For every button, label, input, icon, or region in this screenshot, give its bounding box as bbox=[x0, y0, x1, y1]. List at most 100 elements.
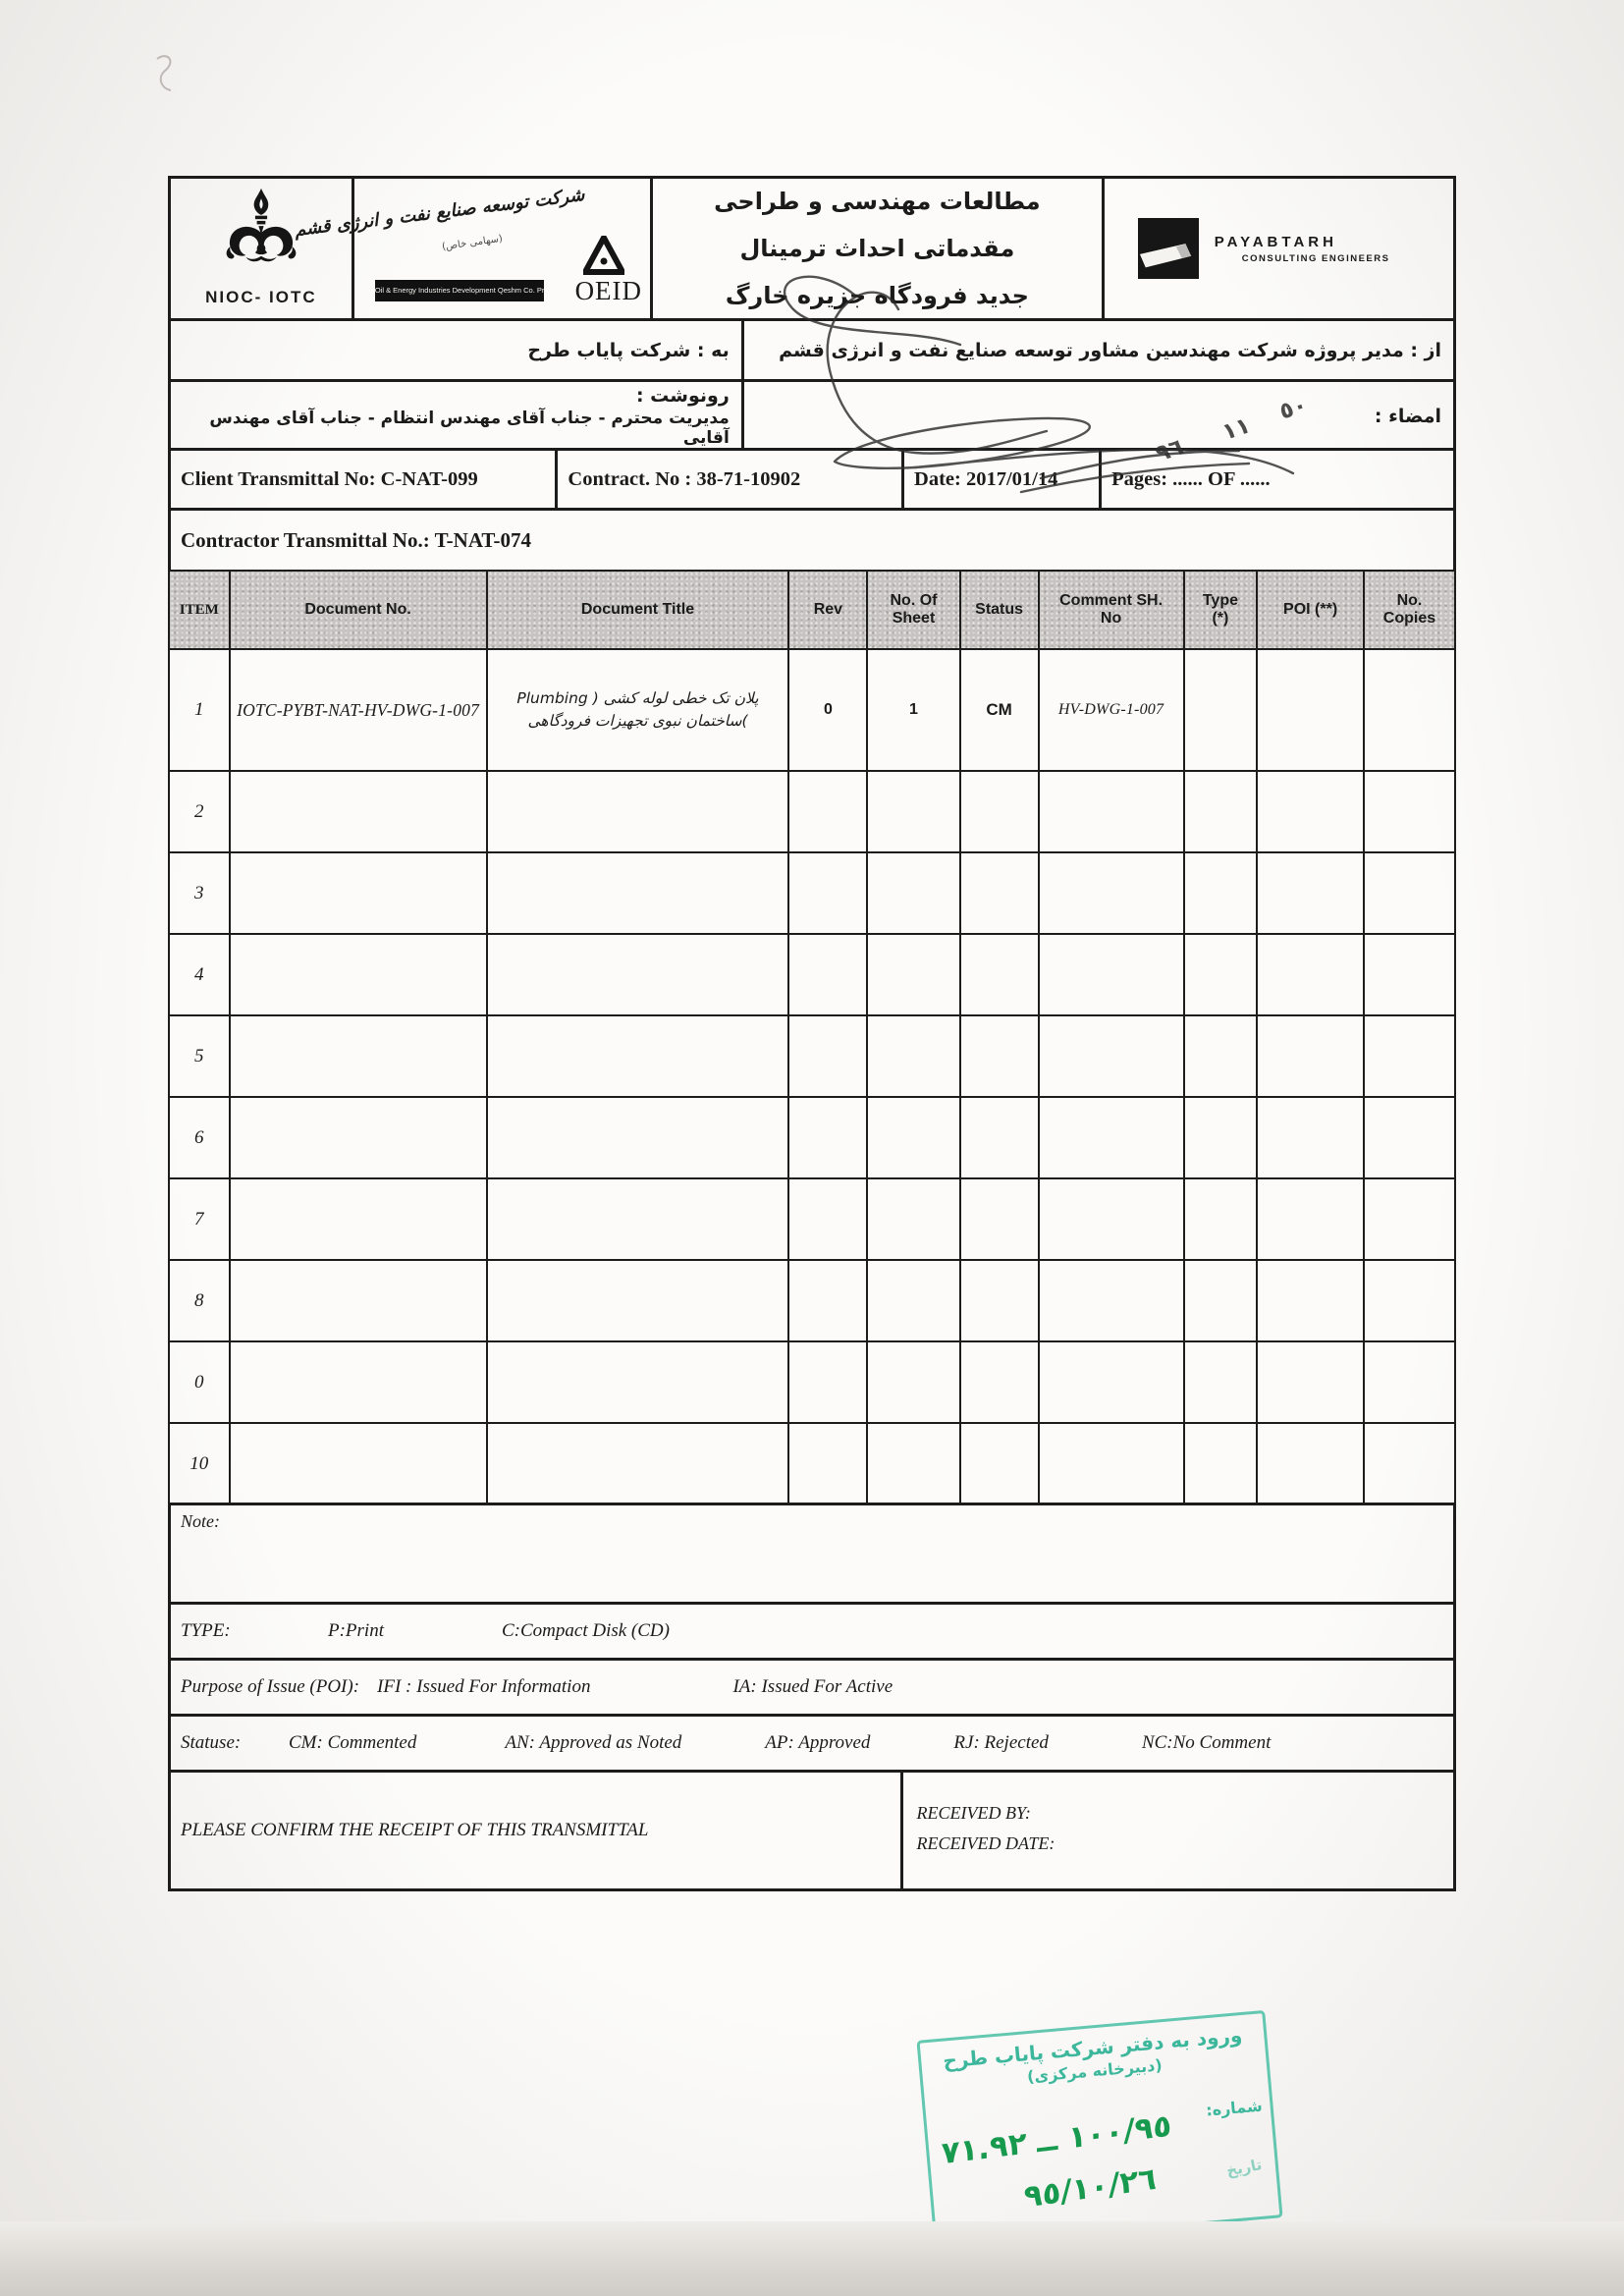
table-row: 5 bbox=[168, 1014, 1457, 1098]
payabtarh-logo-icon bbox=[1137, 218, 1199, 279]
from-sign-box: از : مدیر پروژه شرکت مهندسین مشاور توسعه… bbox=[743, 321, 1453, 451]
nioc-logo-cell: NIOC- IOTC bbox=[171, 179, 354, 318]
nioc-label: NIOC- IOTC bbox=[205, 288, 317, 306]
table-row: 4 bbox=[168, 933, 1457, 1016]
poi-ia: IA: Issued For Active bbox=[732, 1676, 893, 1697]
type-cd: C:Compact Disk (CD) bbox=[502, 1620, 670, 1641]
cell-doc-no: IOTC-PYBT-NAT-HV-DWG-1-007 bbox=[237, 699, 480, 720]
oeid-cell: شرکت توسعه صنایع نفت و انرژی قشم (سهامی … bbox=[294, 179, 654, 318]
date-field: Date: 2017/01/14 bbox=[904, 451, 1103, 508]
documents-table: ITEM Document No. Document Title Rev No.… bbox=[168, 570, 1457, 1505]
received-by-label: RECEIVED BY: bbox=[916, 1803, 1031, 1823]
nioc-torch-icon bbox=[226, 188, 297, 262]
payabtarh-wordmark: PAYABTARH CONSULTING ENGINEERS bbox=[1215, 234, 1390, 264]
table-header-row: ITEM Document No. Document Title Rev No.… bbox=[168, 570, 1457, 650]
status-cm: CM: Commented bbox=[289, 1732, 417, 1753]
confirm-row: PLEASE CONFIRM THE RECEIPT OF THIS TRANS… bbox=[168, 1770, 1456, 1891]
payabtarh-name: PAYABTARH bbox=[1214, 233, 1337, 250]
transmittal-form: NIOC- IOTC شرکت توسعه صنایع نفت و انرژی … bbox=[168, 176, 1457, 1891]
status-an: AN: Approved as Noted bbox=[505, 1732, 682, 1753]
from-row: از : مدیر پروژه شرکت مهندسین مشاور توسعه… bbox=[743, 321, 1453, 382]
col-rev: Rev bbox=[787, 570, 869, 650]
header-row: NIOC- IOTC شرکت توسعه صنایع نفت و انرژی … bbox=[168, 176, 1456, 321]
received-box: RECEIVED BY: RECEIVED DATE: bbox=[903, 1773, 1453, 1888]
cell-doc-title: پلان تک خطی لوله کشی ( Plumbing )ساختمان… bbox=[485, 648, 790, 772]
col-status: Status bbox=[958, 570, 1040, 650]
stamp-handwritten-date: ٩٥/١٠/٢٦ bbox=[1023, 2160, 1158, 2215]
stamp-date-label: تاریخ bbox=[1224, 2156, 1264, 2180]
cell-comment: HV-DWG-1-007 bbox=[1057, 701, 1164, 718]
poi-legend-row: Purpose of Issue (POI): IFI : Issued For… bbox=[168, 1658, 1456, 1717]
cell-item: 1 bbox=[168, 648, 231, 772]
col-item: ITEM bbox=[168, 570, 231, 650]
pages-field: Pages: ...... OF ...... bbox=[1111, 467, 1271, 490]
col-doc-no: Document No. bbox=[228, 570, 488, 650]
table-row: 8 bbox=[168, 1259, 1457, 1342]
col-sheets: No. Of Sheet bbox=[866, 570, 961, 650]
col-comment: Comment SH. No bbox=[1037, 570, 1185, 650]
transmittal-row: Client Transmittal No: C-NAT-099 Contrac… bbox=[168, 448, 1456, 511]
cc-names: مدیریت محترم - جناب آقای مهندس انتظام - … bbox=[209, 409, 730, 448]
table-row: 3 bbox=[168, 851, 1457, 935]
confirm-message: PLEASE CONFIRM THE RECEIPT OF THIS TRANS… bbox=[171, 1773, 903, 1888]
poi-ifi: IFI : Issued For Information bbox=[377, 1676, 591, 1697]
cell-type bbox=[1182, 648, 1259, 772]
from-label: از : مدیر پروژه شرکت مهندسین مشاور توسعه… bbox=[779, 339, 1441, 361]
project-title: مطالعات مهندسی و طراحی مقدماتی احداث ترم… bbox=[653, 178, 1102, 319]
table-row: 7 bbox=[168, 1177, 1457, 1261]
type-print: P:Print bbox=[328, 1620, 384, 1641]
to-cc-box: به : شرکت پایاب طرح رونوشت : مدیریت محتر… bbox=[171, 321, 744, 451]
cell-status: CM bbox=[958, 648, 1040, 772]
col-type: Type (*) bbox=[1182, 570, 1259, 650]
project-title-cell: مطالعات مهندسی و طراحی مقدماتی احداث ترم… bbox=[653, 179, 1105, 318]
doc-title-line1: پلان تک خطی لوله کشی ( Plumbing bbox=[516, 688, 759, 707]
cc-label: رونوشت : bbox=[635, 385, 730, 407]
col-poi: POI (**) bbox=[1256, 570, 1365, 650]
stamp-number-label: شماره: bbox=[1205, 2096, 1264, 2120]
status-legend-row: Statuse: CM: Commented AN: Approved as N… bbox=[168, 1714, 1456, 1773]
table-row: 0 bbox=[168, 1340, 1457, 1424]
type-legend-row: TYPE: P:Print C:Compact Disk (CD) bbox=[168, 1602, 1456, 1661]
project-title-line1: مطالعات مهندسی و طراحی مقدماتی احداث ترم… bbox=[714, 188, 1041, 262]
col-doc-title: Document Title bbox=[485, 570, 790, 650]
cell-copies bbox=[1362, 648, 1457, 772]
client-transmittal-no: Client Transmittal No: C-NAT-099 bbox=[171, 451, 559, 508]
cell-rev: 0 bbox=[787, 648, 869, 772]
contract-no: Contract. No : 38-71-10902 bbox=[558, 451, 905, 508]
payabtarh-subtitle: CONSULTING ENGINEERS bbox=[1241, 252, 1390, 264]
status-label: Statuse: bbox=[181, 1732, 242, 1753]
col-copies: No. Copies bbox=[1362, 570, 1457, 650]
stray-pen-mark bbox=[156, 55, 172, 91]
signature-label: امضاء : bbox=[1374, 406, 1441, 427]
note-box: Note: bbox=[168, 1503, 1456, 1605]
project-title-line2: جدید فرودگاه جزیره خارگ bbox=[725, 282, 1029, 309]
status-ap: AP: Approved bbox=[765, 1732, 871, 1753]
to-row: به : شرکت پایاب طرح bbox=[171, 321, 741, 382]
contractor-transmittal-no: Contractor Transmittal No.: T-NAT-074 bbox=[168, 508, 1456, 573]
parties-section: به : شرکت پایاب طرح رونوشت : مدیریت محتر… bbox=[168, 318, 1456, 451]
cell-sheets: 1 bbox=[866, 648, 961, 772]
doc-title-line2: )ساختمان نبوی تجهیزات فرودگاهی bbox=[527, 712, 748, 730]
receipt-stamp: ورود به دفتر شرکت پایاب طرح (دبیرخانه مر… bbox=[916, 2009, 1283, 2249]
received-date-label: RECEIVED DATE: bbox=[916, 1832, 1056, 1853]
oeid-banner: Oil & Energy Industries Development Qesh… bbox=[374, 280, 544, 301]
poi-label: Purpose of Issue (POI): bbox=[181, 1676, 360, 1697]
status-nc: NC:No Comment bbox=[1141, 1732, 1272, 1753]
signature-row: امضاء : bbox=[744, 382, 1453, 451]
note-label: Note: bbox=[181, 1511, 220, 1531]
scan-shadow-band bbox=[0, 2221, 1624, 2296]
stamp-handwritten-number: ١٠٠/٩٥ ــ ٧١.٩٢ bbox=[941, 2107, 1172, 2172]
type-label: TYPE: bbox=[181, 1620, 231, 1641]
oeid-triangle-icon bbox=[583, 236, 625, 275]
table-row: 2 bbox=[168, 770, 1457, 853]
oeid-abbr: OEID bbox=[574, 276, 643, 305]
cell-poi bbox=[1256, 648, 1365, 772]
table-row: 1 IOTC-PYBT-NAT-HV-DWG-1-007 پلان تک خطی… bbox=[168, 648, 1457, 772]
to-label: به : شرکت پایاب طرح bbox=[527, 339, 730, 361]
oeid-calligraphy-small: (سهامی خاص) bbox=[441, 233, 504, 253]
table-row: 6 bbox=[168, 1096, 1457, 1179]
status-rj: RJ: Rejected bbox=[953, 1732, 1049, 1753]
table-row: 10 bbox=[168, 1422, 1457, 1505]
payabtarh-cell: PAYABTARH CONSULTING ENGINEERS bbox=[1105, 179, 1453, 318]
